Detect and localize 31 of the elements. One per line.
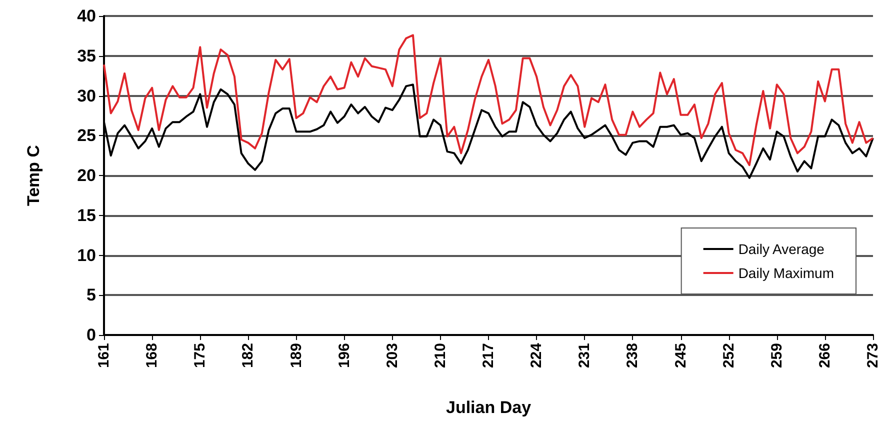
y-tick-label: 20: [77, 166, 96, 185]
x-tick-label: 231: [576, 343, 594, 368]
x-tick-label: 245: [672, 343, 690, 368]
y-tick-label: 15: [77, 206, 96, 225]
y-tick-label: 25: [77, 126, 96, 146]
x-tick-label: 203: [384, 343, 401, 368]
y-axis-title: Temp C: [24, 144, 43, 206]
y-tick-label: 30: [77, 86, 96, 106]
x-axis-title: Julian Day: [446, 398, 532, 417]
x-tick-label: 175: [192, 343, 209, 368]
y-tick-label: 10: [77, 246, 96, 265]
x-tick-label: 189: [288, 343, 305, 368]
legend-label: Daily Average: [738, 241, 825, 257]
line-series: [103, 34, 874, 166]
x-tick-label: 273: [864, 343, 882, 368]
y-tick-label: 40: [77, 6, 96, 26]
y-tick-label: 35: [77, 46, 96, 66]
x-tick-label: 259: [768, 343, 786, 368]
x-tick-label: 266: [816, 343, 834, 368]
x-tick-label: 238: [624, 343, 642, 368]
x-tick-label: 196: [336, 343, 353, 368]
x-tick-label: 182: [240, 343, 257, 368]
legend-label: Daily Maximum: [738, 265, 834, 281]
x-tick-label: 210: [432, 343, 449, 368]
x-tick-label: 168: [144, 343, 161, 368]
x-tick-label: 217: [480, 343, 497, 368]
y-tick-label: 5: [86, 286, 96, 305]
y-tick-label: 0: [86, 326, 96, 344]
x-tick-label: 252: [720, 343, 738, 368]
x-tick-label: 161: [96, 343, 112, 368]
x-tick-label: 224: [528, 342, 546, 368]
